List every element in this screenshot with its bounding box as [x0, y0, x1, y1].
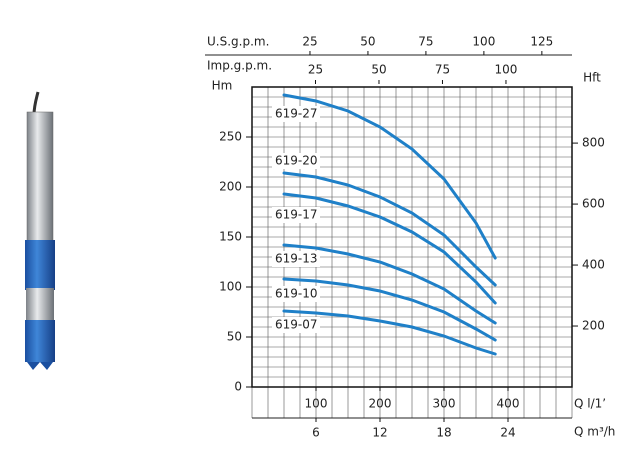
x2ticks-tick-label: 6: [312, 426, 320, 440]
y-tick-label: 50: [227, 330, 242, 344]
curve: [282, 309, 497, 356]
x3ticks-tick-label: 25: [302, 35, 317, 49]
y-axis-label: Hm: [212, 79, 233, 93]
x3ticks-tick-label: 50: [360, 35, 375, 49]
y-tick-label: 100: [219, 280, 242, 294]
curve-label-bg: [272, 317, 320, 333]
y-tick-label: 250: [219, 130, 242, 144]
curve: [282, 93, 497, 260]
curve: [282, 277, 497, 342]
x4ticks-tick-label: 50: [371, 63, 386, 77]
x3-axis-label: U.S.g.p.m.: [207, 35, 269, 49]
x4ticks-tick-label: 75: [435, 63, 450, 77]
x2ticks-tick-label: 24: [500, 426, 515, 440]
y-tick-label: 150: [219, 230, 242, 244]
curve-label-bg: [272, 207, 320, 223]
curve: [282, 171, 497, 287]
curve-label: 619-13: [275, 252, 318, 266]
y2-axis-label: Hft: [583, 71, 601, 85]
x2ticks-tick-label: 12: [372, 426, 387, 440]
x4ticks-tick-label: 100: [495, 63, 518, 77]
curve: [282, 243, 497, 325]
curve-label-bg: [272, 106, 320, 122]
curve-label: 619-10: [275, 287, 318, 301]
y-tick-label: 200: [219, 180, 242, 194]
x2-axis-label: Q m³/h: [574, 425, 615, 439]
xticks-tick-label: 200: [369, 397, 392, 411]
y2-tick-label: 800: [582, 136, 605, 150]
curve-label-bg: [272, 153, 320, 169]
curve-label: 619-20: [275, 154, 318, 168]
curve-label-bg: [272, 251, 320, 267]
curve-label: 619-27: [275, 107, 318, 121]
curve-label: 619-17: [275, 208, 318, 222]
xticks-tick-label: 100: [305, 397, 328, 411]
curve-label-bg: [272, 286, 320, 302]
x3ticks-tick-label: 125: [530, 35, 553, 49]
xticks-tick-label: 400: [497, 397, 520, 411]
curve: [282, 192, 497, 305]
x-axis-label: Q l/1’: [574, 397, 606, 411]
y2-tick-label: 200: [582, 319, 605, 333]
y2-tick-label: 400: [582, 258, 605, 272]
x4-axis-label: Imp.g.p.m.: [207, 59, 272, 73]
xticks-tick-label: 300: [433, 397, 456, 411]
x3ticks-tick-label: 100: [472, 35, 495, 49]
x2ticks-tick-label: 18: [436, 426, 451, 440]
x3ticks-tick-label: 75: [418, 35, 433, 49]
x4ticks-tick-label: 25: [308, 63, 323, 77]
pump-image: [25, 91, 55, 370]
y-tick-label: 0: [234, 380, 242, 394]
y2-tick-label: 600: [582, 197, 605, 211]
curve-label: 619-07: [275, 318, 318, 332]
